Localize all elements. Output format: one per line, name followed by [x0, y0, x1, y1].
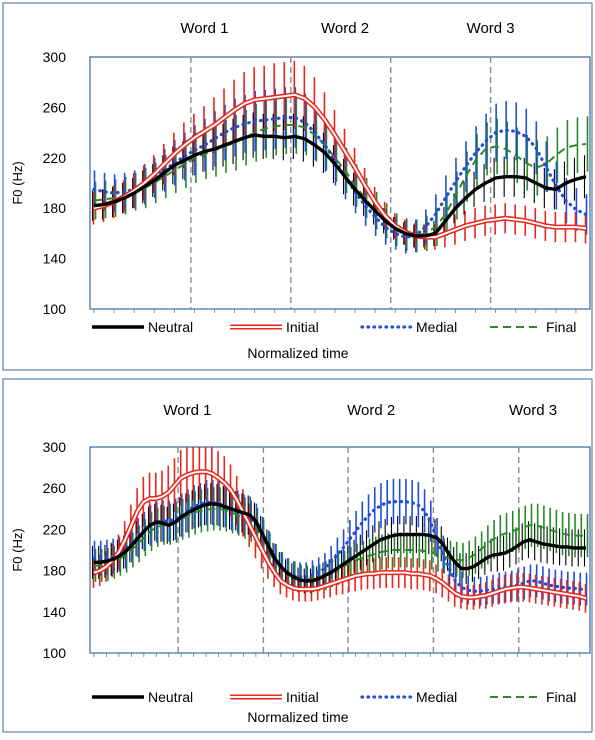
legend-item-final: Final [490, 689, 576, 705]
plot-frame [89, 56, 591, 310]
legend: Neutral Initial Medial Final [92, 319, 576, 335]
series-line-neutral [93, 133, 587, 238]
y-axis-ticks: 100 140 180 220 260 300 [43, 49, 67, 317]
series-path-inner [93, 470, 587, 600]
word-label: Word 1 [180, 20, 228, 37]
legend-label: Final [546, 319, 576, 335]
y-tick-label: 180 [43, 563, 67, 579]
series-path [93, 133, 587, 238]
legend-label: Medial [416, 319, 457, 335]
x-axis-label: Normalized time [247, 709, 348, 725]
legend-label: Initial [286, 689, 319, 705]
series-path [94, 501, 586, 583]
legend-label: Final [546, 689, 576, 705]
y-tick-label: 220 [43, 521, 67, 537]
legend-item-neutral: Neutral [92, 689, 193, 705]
legend-label: Medial [416, 689, 457, 705]
y-tick-label: 300 [43, 49, 67, 65]
word-labels: Word 1 Word 2 Word 3 [163, 402, 557, 419]
word-label: Word 3 [467, 20, 515, 37]
legend-item-initial: Initial [230, 689, 319, 705]
plot-area [89, 56, 591, 313]
y-axis-ticks: 100 140 180 220 260 300 [43, 439, 67, 661]
y-tick-label: 260 [43, 480, 67, 496]
series-path-inner [93, 93, 587, 239]
y-tick-label: 100 [43, 301, 67, 317]
chart-panel-top: Word 1 Word 2 Word 3 100 140 180 220 260 300 F0… [2, 2, 593, 371]
word-label: Word 2 [321, 20, 369, 37]
y-tick-label: 220 [43, 150, 67, 166]
legend-label: Neutral [148, 319, 193, 335]
word-labels: Word 1 Word 2 Word 3 [180, 20, 514, 37]
legend-label: Neutral [148, 689, 193, 705]
legend-item-neutral: Neutral [92, 319, 193, 335]
series-line-final [93, 124, 587, 237]
word-label: Word 2 [347, 402, 395, 419]
plot-area [89, 446, 591, 657]
y-tick-label: 140 [43, 604, 67, 620]
series-line-initial [93, 469, 587, 601]
y-axis-label: F0 (Hz) [10, 161, 25, 204]
series-line-initial [93, 92, 587, 240]
y-tick-label: 100 [43, 645, 67, 661]
chart-panel-bottom: Word 1 Word 2 Word 3 100 140 180 220 260 300 F0… [2, 378, 593, 733]
y-axis-label: F0 (Hz) [10, 528, 25, 571]
legend-item-medial: Medial [360, 689, 457, 705]
legend-label: Initial [286, 319, 319, 335]
series-path [93, 124, 587, 237]
x-axis-label: Normalized time [247, 345, 348, 361]
y-tick-label: 300 [43, 439, 67, 455]
word-label: Word 1 [163, 402, 211, 419]
y-tick-label: 140 [43, 251, 67, 267]
legend-item-initial: Initial [230, 319, 319, 335]
legend-item-medial: Medial [360, 319, 457, 335]
legend-item-final: Final [490, 319, 576, 335]
y-tick-label: 180 [43, 200, 67, 216]
word-label: Word 3 [509, 402, 557, 419]
legend: Neutral Initial Medial Final [92, 689, 576, 705]
y-tick-label: 260 [43, 99, 67, 115]
series-line-neutral [94, 501, 586, 583]
plot-frame [89, 446, 591, 654]
